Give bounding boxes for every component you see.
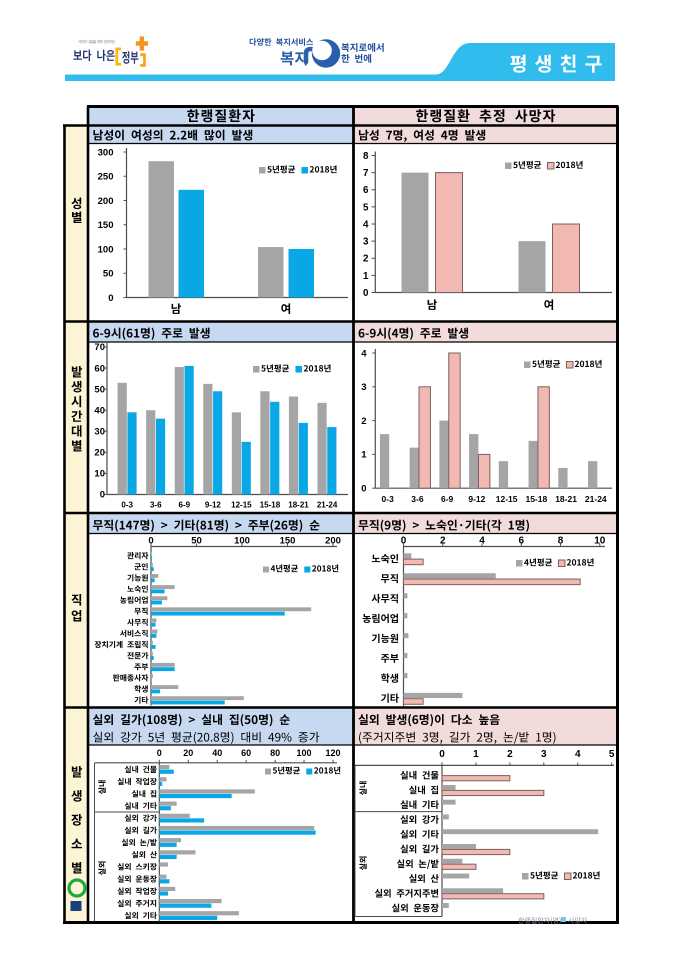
svg-text:4: 4 [361, 348, 367, 359]
svg-text:30: 30 [94, 426, 105, 437]
svg-text:0-3: 0-3 [121, 501, 133, 510]
svg-text:3: 3 [363, 237, 369, 248]
svg-text:21-24: 21-24 [585, 494, 607, 504]
svg-text:21-24: 21-24 [317, 501, 338, 510]
svg-text:0: 0 [108, 293, 113, 304]
svg-text:12-15: 12-15 [496, 494, 518, 504]
svg-text:0: 0 [361, 484, 366, 495]
svg-text:50: 50 [103, 269, 114, 280]
svg-text:100: 100 [297, 748, 312, 758]
svg-text:70: 70 [94, 342, 105, 353]
svg-text:10: 10 [94, 469, 105, 480]
svg-text:3: 3 [541, 749, 547, 760]
svg-text:0: 0 [157, 748, 162, 758]
svg-text:4: 4 [575, 749, 581, 760]
svg-text:0: 0 [363, 288, 369, 299]
svg-text:9-12: 9-12 [468, 494, 485, 504]
svg-text:0: 0 [100, 490, 105, 501]
svg-text:6-9: 6-9 [179, 501, 191, 510]
svg-text:1: 1 [361, 450, 367, 461]
svg-text:7: 7 [363, 168, 369, 179]
svg-text:2: 2 [363, 254, 369, 265]
svg-text:80: 80 [270, 748, 280, 758]
svg-text:300: 300 [98, 147, 114, 158]
svg-text:40: 40 [212, 748, 222, 758]
svg-text:250: 250 [98, 172, 114, 183]
svg-text:1: 1 [363, 271, 369, 282]
svg-text:50: 50 [94, 384, 105, 395]
svg-text:150: 150 [98, 220, 114, 231]
svg-text:12-15: 12-15 [231, 501, 252, 510]
svg-text:3-6: 3-6 [411, 494, 424, 504]
svg-text:18-21: 18-21 [555, 494, 577, 504]
svg-text:20: 20 [183, 748, 193, 758]
svg-text:100: 100 [98, 244, 114, 255]
svg-text:4: 4 [363, 219, 369, 230]
svg-text:60: 60 [241, 748, 251, 758]
svg-text:3: 3 [361, 382, 366, 393]
svg-text:15-18: 15-18 [260, 501, 281, 510]
svg-text:60: 60 [94, 363, 105, 374]
svg-text:2: 2 [507, 749, 513, 760]
svg-text:2: 2 [361, 416, 366, 427]
svg-text:0-3: 0-3 [382, 494, 395, 504]
svg-text:5: 5 [363, 202, 369, 213]
svg-text:9-12: 9-12 [205, 501, 222, 510]
svg-text:40: 40 [94, 405, 105, 416]
svg-text:15-18: 15-18 [525, 494, 547, 504]
svg-text:6: 6 [363, 185, 369, 196]
svg-text:6-9: 6-9 [441, 494, 454, 504]
svg-text:0: 0 [439, 749, 445, 760]
svg-text:200: 200 [98, 196, 114, 207]
svg-text:3-6: 3-6 [150, 501, 162, 510]
svg-text:1: 1 [473, 749, 479, 760]
svg-text:18-21: 18-21 [288, 501, 309, 510]
svg-text:120: 120 [325, 748, 340, 758]
svg-text:20: 20 [94, 448, 105, 459]
svg-text:8: 8 [363, 151, 369, 162]
svg-text:5: 5 [609, 749, 615, 760]
